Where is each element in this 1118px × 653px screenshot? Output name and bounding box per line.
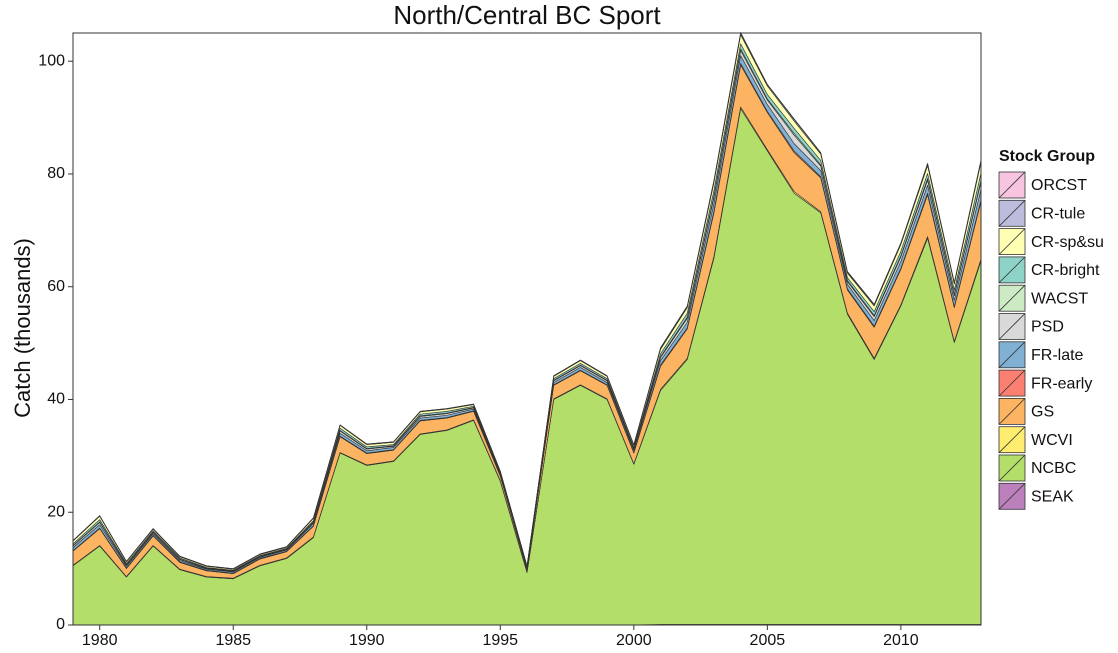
x-tick-label: 1990 <box>349 632 385 649</box>
legend-swatch-line <box>998 284 1026 312</box>
legend-swatch-line <box>998 228 1026 255</box>
legend-label: PSD <box>1031 319 1064 336</box>
x-tick-label: 2010 <box>883 632 919 649</box>
x-tick-label: 2005 <box>750 632 786 649</box>
legend-label: NCBC <box>1031 460 1076 477</box>
legend-swatch-line <box>998 341 1026 369</box>
plot-border <box>72 32 982 626</box>
legend-label: WCVI <box>1031 432 1073 449</box>
legend-swatch-line <box>998 256 1026 284</box>
legend-label: ORCST <box>1031 177 1087 194</box>
legend-label: FR-late <box>1031 347 1084 364</box>
x-tick-label: 1995 <box>482 632 518 649</box>
legend-swatch-line <box>998 313 1026 340</box>
x-tick-label: 1985 <box>215 632 251 649</box>
legend-label: WACST <box>1031 290 1088 307</box>
legend-label: CR-sp&su <box>1031 234 1104 251</box>
legend-title: Stock Group <box>999 148 1095 165</box>
y-tick-label: 100 <box>38 52 65 69</box>
legend-label: FR-early <box>1031 375 1092 392</box>
chart-title: North/Central BC Sport <box>393 0 661 30</box>
legend-label: SEAK <box>1031 489 1074 506</box>
x-tick-label: 2000 <box>616 632 652 649</box>
y-tick-label: 80 <box>47 165 65 182</box>
legend-swatch-line <box>998 426 1026 453</box>
legend-swatch-line <box>998 398 1026 425</box>
y-tick-label: 60 <box>47 278 65 295</box>
legend-label: GS <box>1031 404 1054 421</box>
legend-label: CR-bright <box>1031 262 1100 279</box>
y-tick-label: 20 <box>47 503 65 520</box>
legend-swatch-line <box>998 369 1026 397</box>
y-tick-label: 40 <box>47 391 65 408</box>
legend-swatch-line <box>998 483 1026 510</box>
legend-swatch-line <box>998 200 1026 227</box>
legend-swatch-line <box>998 454 1026 482</box>
x-tick-label: 1980 <box>82 632 118 649</box>
legend-label: CR-tule <box>1031 206 1085 223</box>
legend-swatch-line <box>998 171 1026 199</box>
y-axis-label: Catch (thousands) <box>10 238 35 418</box>
y-tick-label: 0 <box>56 616 65 633</box>
area <box>72 108 982 626</box>
